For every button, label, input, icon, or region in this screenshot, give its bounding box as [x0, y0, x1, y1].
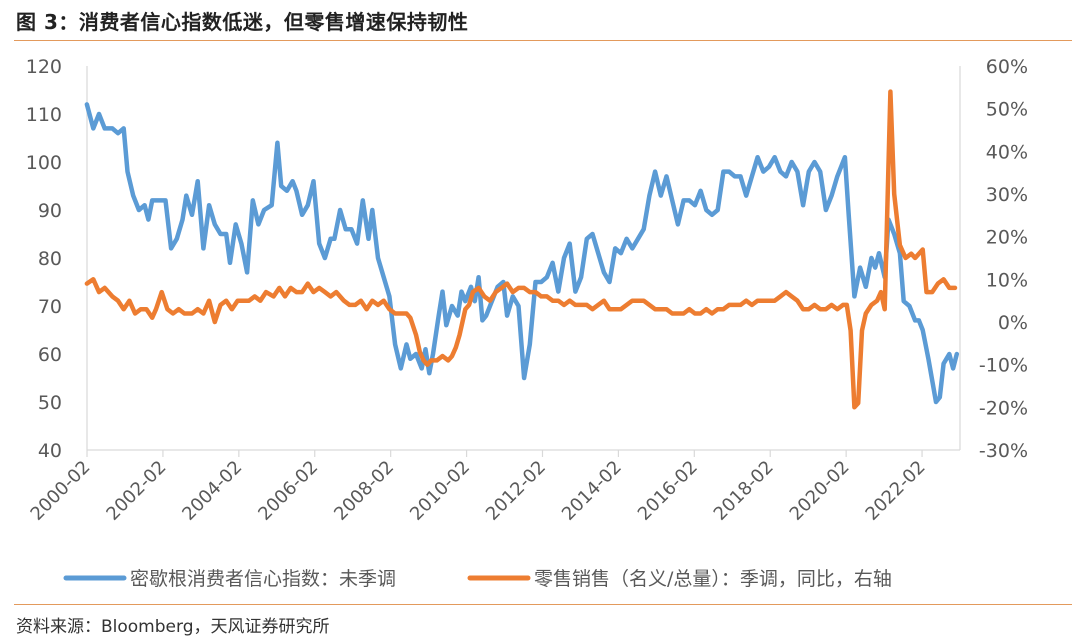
- left-axis-tick-label: 40: [38, 440, 62, 462]
- right-axis-tick-label: 20%: [986, 227, 1028, 249]
- right-axis-tick-label: 50%: [986, 99, 1028, 121]
- title-rule: [14, 40, 1072, 41]
- x-axis-tick-label: 2012-02: [482, 457, 550, 525]
- consumer-sentiment-line: [84, 102, 960, 405]
- right-axis-tick-label: 40%: [986, 141, 1028, 163]
- left-axis-tick-label: 90: [38, 200, 62, 222]
- x-axis-tick-label: 2006-02: [254, 457, 322, 525]
- x-axis-tick-label: 2018-02: [710, 457, 778, 525]
- x-axis-tick-label: 2010-02: [406, 457, 474, 525]
- x-axis-tick-label: 2004-02: [178, 457, 246, 525]
- right-axis-tick-label: -10%: [979, 355, 1028, 377]
- legend-label-retail: 零售销售（名义/总量）：季调，同比，右轴: [534, 568, 892, 590]
- right-axis-tick-label: -20%: [979, 397, 1028, 419]
- right-axis-tick-label: 30%: [986, 184, 1028, 206]
- right-axis-tick-label: 0%: [998, 312, 1028, 334]
- right-axis-tick-label: 60%: [986, 56, 1028, 78]
- x-axis-tick-label: 2022-02: [862, 457, 930, 525]
- right-axis-tick-label: -30%: [979, 440, 1028, 462]
- retail-sales-line: [84, 89, 958, 410]
- left-axis-tick-label: 60: [38, 344, 62, 366]
- x-axis-tick-label: 2014-02: [558, 457, 626, 525]
- x-axis-tick-label: 2020-02: [786, 457, 854, 525]
- x-axis-tick-label: 2008-02: [330, 457, 398, 525]
- left-axis-tick-label: 110: [26, 104, 62, 126]
- right-axis-tick-label: 10%: [986, 269, 1028, 291]
- left-axis-tick-label: 80: [38, 248, 62, 270]
- left-axis-tick-label: 120: [26, 56, 62, 78]
- x-axis-tick-label: 2002-02: [102, 457, 170, 525]
- legend-label-consumer: 密歇根消费者信心指数：未季调: [130, 568, 396, 590]
- left-axis-tick-label: 100: [26, 152, 62, 174]
- source-rule: [14, 604, 1072, 605]
- left-axis-tick-label: 50: [38, 392, 62, 414]
- source-note: 资料来源：Bloomberg，天风证券研究所: [16, 617, 330, 637]
- figure-title: 图 3：消费者信心指数低迷，但零售增速保持韧性: [16, 10, 469, 34]
- dual-axis-line-chart: 120 110 100 90 80 70 60 50 40 60% 50% 40% 30% 20% 10% 0…: [26, 56, 1028, 590]
- x-axis-tick-label: 2016-02: [634, 457, 702, 525]
- x-axis-tick-label: 2000-02: [27, 457, 95, 525]
- left-axis-tick-label: 70: [38, 296, 62, 318]
